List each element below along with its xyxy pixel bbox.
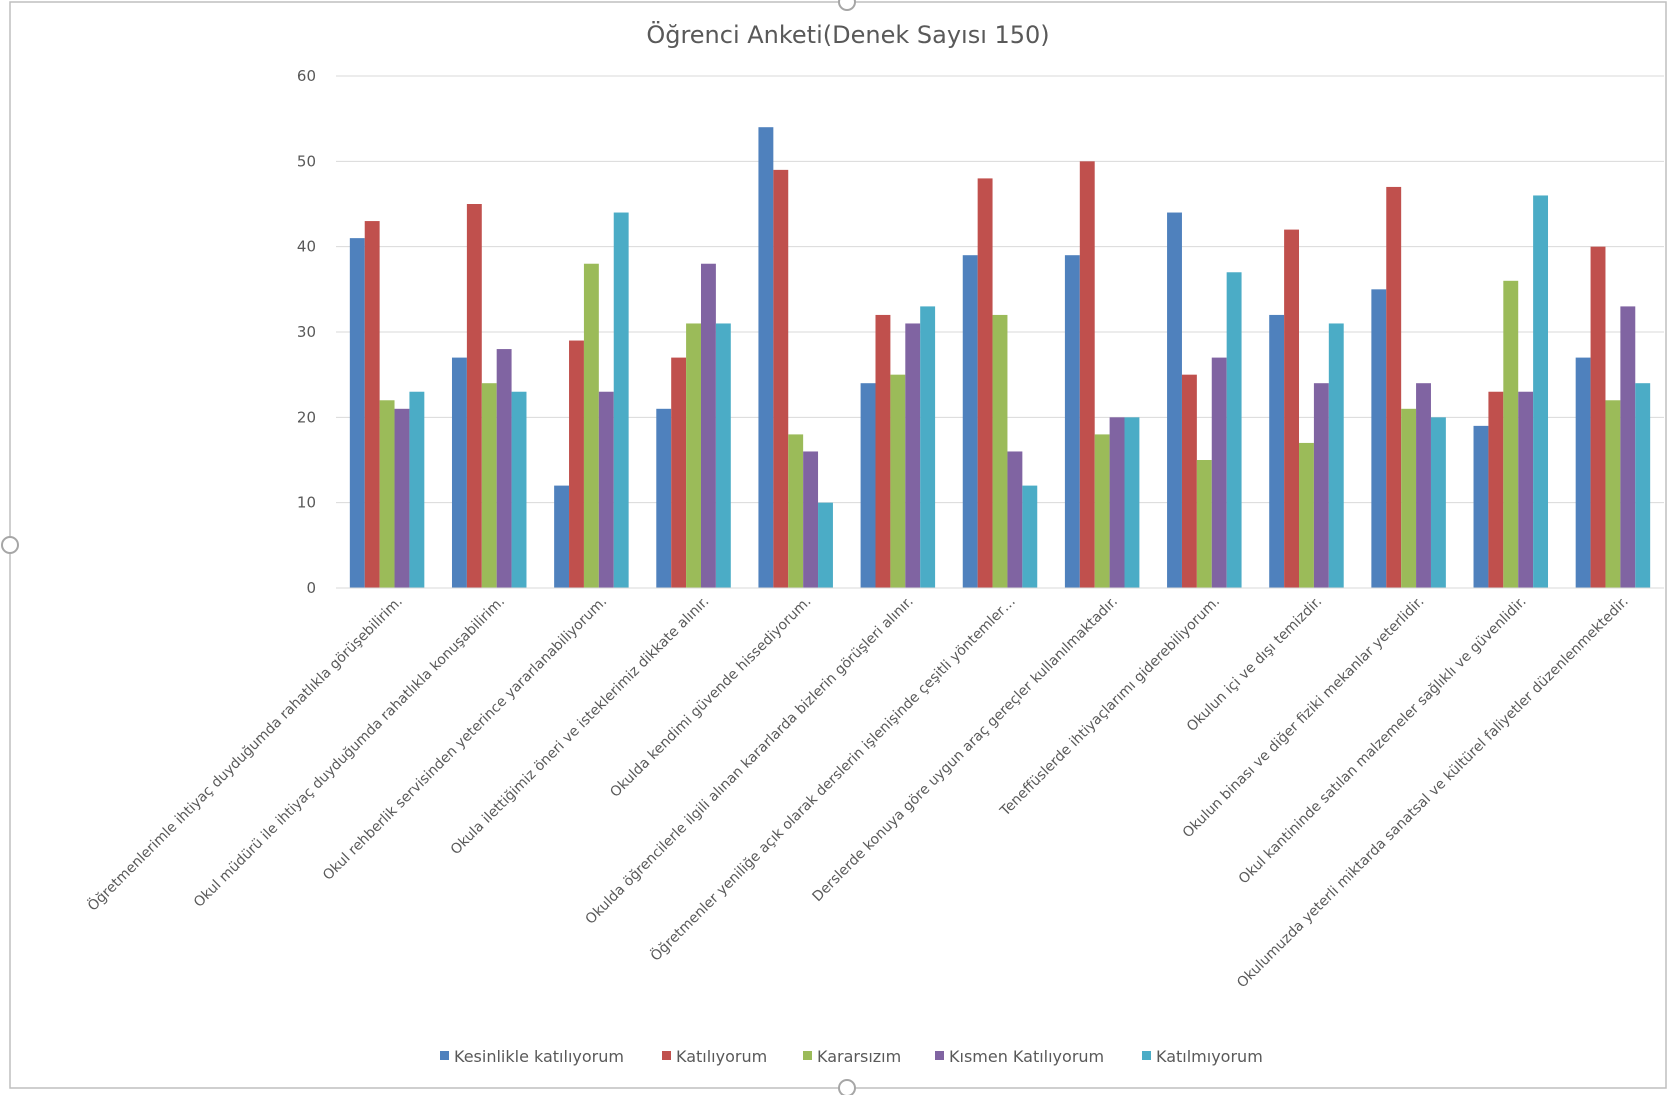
legend-entry: Katılıyorum <box>676 1047 767 1066</box>
legend-swatch <box>1142 1051 1151 1060</box>
bar <box>1401 408 1417 588</box>
bar <box>1124 417 1140 588</box>
bar <box>1575 357 1591 588</box>
bar <box>686 323 701 588</box>
bar <box>496 349 512 588</box>
bar <box>1269 314 1285 588</box>
bar <box>1226 272 1242 588</box>
bar <box>700 263 716 588</box>
legend-entry: Katılmıyorum <box>1156 1047 1263 1066</box>
y-tick-label: 50 <box>297 152 316 170</box>
y-axis-ticks: 0 10 20 30 40 50 60 <box>297 67 316 597</box>
bar <box>1328 323 1344 588</box>
bar <box>569 340 584 588</box>
bar <box>1386 186 1402 588</box>
bar <box>1284 229 1300 588</box>
resize-handle-left[interactable] <box>1 536 19 554</box>
bar <box>818 502 833 588</box>
bar <box>1181 374 1197 588</box>
bar <box>554 485 570 588</box>
bar <box>1620 306 1636 588</box>
bar <box>875 314 891 588</box>
bar <box>349 238 365 588</box>
y-tick-label: 60 <box>297 67 316 85</box>
legend-swatch <box>662 1051 671 1060</box>
bar <box>758 127 774 588</box>
bars <box>349 127 1651 589</box>
bar <box>977 178 993 588</box>
legend-swatch <box>803 1051 812 1060</box>
bar <box>788 434 804 588</box>
y-tick-label: 10 <box>297 494 316 512</box>
bar <box>715 323 731 588</box>
bar <box>364 221 380 589</box>
bar <box>905 323 921 588</box>
bar <box>860 383 876 588</box>
bar <box>1473 425 1489 588</box>
bar <box>1079 161 1095 589</box>
bar <box>451 357 467 588</box>
bar <box>583 263 599 588</box>
y-tick-label: 0 <box>306 579 316 597</box>
bar <box>1109 417 1125 588</box>
bar <box>773 169 789 588</box>
bar <box>1533 195 1549 588</box>
bar <box>962 255 978 588</box>
bar <box>409 391 425 588</box>
bar <box>466 204 482 588</box>
bar <box>671 357 687 588</box>
y-tick-label: 40 <box>297 238 316 256</box>
legend-entry: Kesinlikle katılıyorum <box>454 1047 624 1066</box>
bar <box>1022 485 1038 588</box>
bar <box>511 391 527 588</box>
chart-title: Öğrenci Anketi(Denek Sayısı 150) <box>646 20 1049 49</box>
bar <box>1313 383 1329 588</box>
bar <box>1167 212 1182 589</box>
legend-swatch <box>440 1051 449 1060</box>
bar <box>803 451 819 588</box>
resize-handle-top[interactable] <box>838 0 856 11</box>
bar <box>656 408 672 588</box>
bar <box>1211 357 1227 588</box>
bar <box>598 391 614 588</box>
bar <box>613 212 629 589</box>
bar <box>1605 400 1621 588</box>
bar <box>992 314 1008 588</box>
bar <box>1488 391 1504 588</box>
bar <box>1430 417 1446 588</box>
bar <box>1064 255 1080 588</box>
bar <box>379 400 395 588</box>
legend-entry: Kararsızım <box>817 1047 901 1066</box>
bar <box>1094 434 1110 588</box>
legend-entry: Kısmen Katılıyorum <box>949 1047 1104 1066</box>
legend-swatch <box>935 1051 944 1060</box>
bar <box>1416 383 1431 588</box>
y-tick-label: 30 <box>297 323 316 341</box>
bar <box>1590 246 1606 588</box>
bar <box>1371 289 1387 588</box>
bar <box>1635 383 1651 588</box>
legend: Kesinlikle katılıyorum Katılıyorum Kararsı… <box>440 1047 1263 1066</box>
bar <box>1299 442 1314 588</box>
bar <box>1196 460 1212 588</box>
bar <box>920 306 936 588</box>
bar <box>1518 391 1534 588</box>
y-tick-label: 20 <box>297 408 316 426</box>
bar <box>481 383 497 588</box>
bar <box>1007 451 1023 588</box>
resize-handle-bottom[interactable] <box>838 1079 856 1095</box>
bar <box>890 374 906 588</box>
bar <box>394 408 410 588</box>
bar <box>1503 280 1519 588</box>
